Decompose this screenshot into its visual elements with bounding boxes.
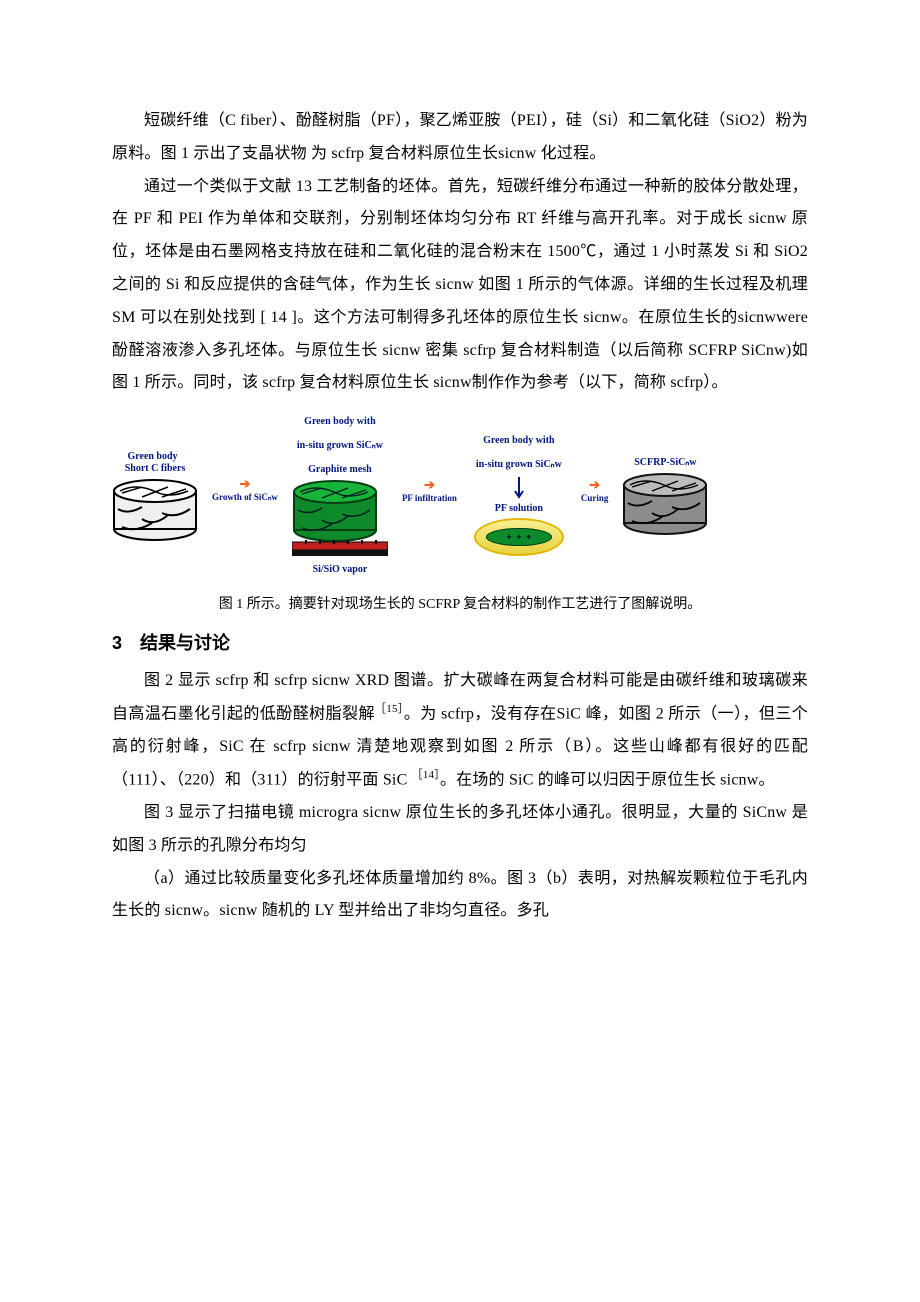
arrow-icon: ➔ — [240, 476, 251, 492]
document-page: 短碳纤维（C fiber）、酚醛树脂（PF），聚乙烯亚胺（PEI），硅（Si）和… — [0, 0, 920, 1302]
dish-inner-icon: ✦ ✦ ✦ — [486, 528, 552, 546]
process-arrow-3: ➔ Curing — [581, 477, 609, 503]
arrow-icon: ➔ — [424, 477, 435, 493]
stage-2-label: Green body with in-situ grown SiCₙw Grap… — [297, 404, 383, 476]
cylinder-icon — [112, 479, 198, 541]
arrow-down-icon — [471, 475, 567, 503]
label-text: in-situ grown SiCₙw — [297, 440, 383, 451]
figure-1-diagram: Green body Short C fibers ➔ Growth of Si… — [112, 404, 808, 575]
figure-1-caption: 图 1 所示。摘要针对现场生长的 SCFRP 复合材料的制作工艺进行了图解说明。 — [112, 593, 808, 613]
paragraph-3: 图 2 显示 scfrp 和 scfrp sicnw XRD 图谱。扩大碳峰在两… — [112, 665, 808, 797]
paragraph-5: （a）通过比较质量变化多孔坯体质量增加约 8%。图 3（b）表明，对热解炭颗粒位… — [112, 863, 808, 929]
stage-green-body: Green body Short C fibers — [112, 439, 198, 541]
para-text: 。在场的 SiC 的峰可以归因于原位生长 sicnw。 — [440, 771, 775, 788]
stage-pf-infiltration: Green body with in-situ grown SiCₙw PF s… — [471, 423, 567, 556]
label-text: Short C fibers — [125, 463, 186, 474]
process-arrow-1: ➔ Growth of SiCₙw — [212, 476, 278, 503]
vapor-label: Si/SiO vapor — [313, 564, 368, 575]
paragraph-1: 短碳纤维（C fiber）、酚醛树脂（PF），聚乙烯亚胺（PEI），硅（Si）和… — [112, 105, 808, 171]
label-text: SCFRP-SiCₙw — [634, 457, 696, 468]
stage-final-scfrp: SCFRP-SiCₙw — [622, 445, 708, 535]
process-label-3: Curing — [581, 493, 609, 503]
process-arrow-2: ➔ PF infiltration — [402, 477, 457, 503]
stage-3-label: Green body with in-situ grown SiCₙw — [476, 423, 562, 471]
citation-ref: ［15］ — [375, 703, 404, 715]
process-label-1: Growth of SiCₙw — [212, 492, 278, 503]
cylinder-icon — [622, 473, 708, 535]
label-text: Green body with — [304, 416, 376, 427]
pf-solution-label: PF solution — [495, 503, 543, 514]
section-3-heading: 3 结果与讨论 — [112, 629, 808, 655]
citation-ref: ［14］ — [412, 769, 440, 781]
stage-1-label: Green body Short C fibers — [125, 439, 186, 475]
paragraph-2: 通过一个类似于文献 13 工艺制备的坯体。首先，短碳纤维分布通过一种新的胶体分散… — [112, 171, 808, 401]
process-label-2: PF infiltration — [402, 493, 457, 503]
label-text: Green body — [127, 451, 177, 462]
stage-4-label: SCFRP-SiCₙw — [634, 445, 696, 469]
paragraph-4: 图 3 显示了扫描电镜 microgra sicnw 原位生长的多孔坯体小通孔。… — [112, 797, 808, 863]
arrow-icon: ➔ — [589, 477, 600, 493]
label-text: Green body with — [483, 435, 555, 446]
label-text: in-situ grown SiCₙw — [476, 459, 562, 470]
dish-icon: ✦ ✦ ✦ — [474, 518, 564, 556]
label-text: Graphite mesh — [308, 464, 372, 475]
cylinder-icon — [292, 480, 388, 562]
stage-green-body-sicnw: Green body with in-situ grown SiCₙw Grap… — [292, 404, 388, 575]
